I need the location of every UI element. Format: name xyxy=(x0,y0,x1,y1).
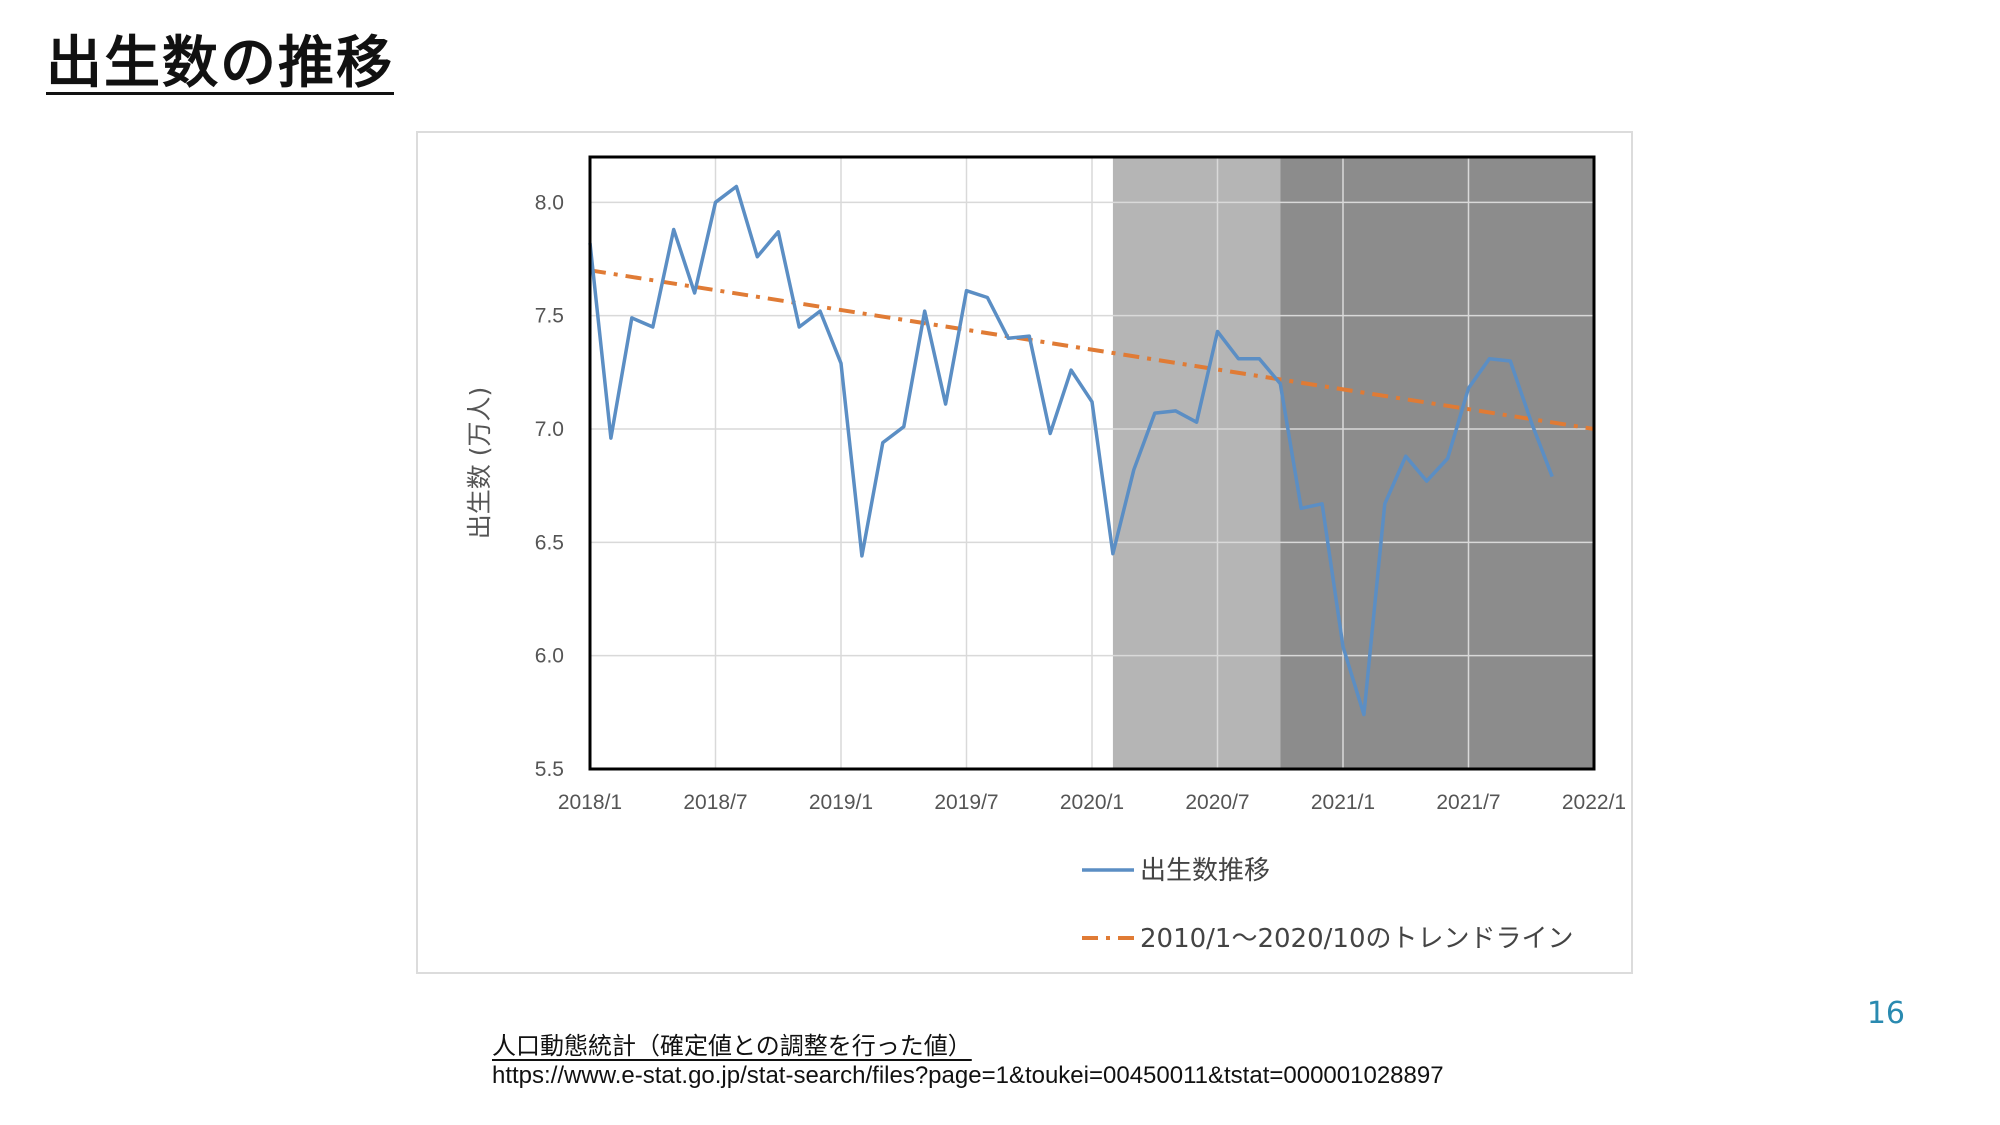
x-tick-label: 2021/7 xyxy=(1436,791,1500,814)
x-tick-label: 2020/7 xyxy=(1185,791,1249,814)
y-axis-label: 出生数 (万人) xyxy=(465,387,494,539)
series-birth-line xyxy=(588,184,1554,717)
x-tick-label: 2022/1 xyxy=(1562,791,1626,814)
x-tick-label: 2019/7 xyxy=(934,791,998,814)
shaded-region-1 xyxy=(1280,157,1594,769)
tick-labels: 5.5 6.0 6.5 7.0 7.5 8.0 2018/1 2018/7 2019/1 2019… xyxy=(465,191,1626,814)
x-tick-label: 2019/1 xyxy=(809,791,873,814)
plot-border xyxy=(588,155,1596,771)
birth-chart: 5.5 6.0 6.5 7.0 7.5 8.0 2018/1 2018/7 2019/1 2019… xyxy=(465,155,1626,954)
grid-lines xyxy=(590,157,1594,769)
y-tick-label: 5.5 xyxy=(535,758,564,781)
x-tick-label: 2018/7 xyxy=(683,791,747,814)
legend-label-birth: 出生数推移 xyxy=(1140,856,1270,886)
legend-label-trend: 2010/1〜2020/10のトレンドライン xyxy=(1140,924,1573,954)
page-number: 16 xyxy=(1866,996,1905,1031)
trendline-layer xyxy=(589,268,1595,431)
x-tick-label: 2018/1 xyxy=(558,791,622,814)
x-tick-label: 2021/1 xyxy=(1311,791,1375,814)
legend: 出生数推移 2010/1〜2020/10のトレンドライン xyxy=(1082,856,1573,954)
chart-frame: 5.5 6.0 6.5 7.0 7.5 8.0 2018/1 2018/7 2019/1 2019… xyxy=(416,131,1633,974)
trendline xyxy=(589,268,1595,431)
shaded-region-0 xyxy=(1112,157,1281,769)
source-title: 人口動態統計（確定値との調整を行った値） xyxy=(492,1032,972,1060)
slide-title: 出生数の推移 xyxy=(46,31,394,96)
shaded-regions xyxy=(1112,157,1594,769)
x-tick-label: 2020/1 xyxy=(1060,791,1124,814)
y-tick-label: 6.5 xyxy=(535,531,564,554)
y-tick-label: 6.0 xyxy=(535,645,564,668)
series-layer xyxy=(588,184,1554,717)
source-url: https://www.e-stat.go.jp/stat-search/fil… xyxy=(492,1062,1444,1089)
y-tick-label: 7.0 xyxy=(535,418,564,441)
y-tick-label: 7.5 xyxy=(535,305,564,328)
axis-frame xyxy=(588,155,1596,771)
y-tick-label: 8.0 xyxy=(535,191,564,214)
